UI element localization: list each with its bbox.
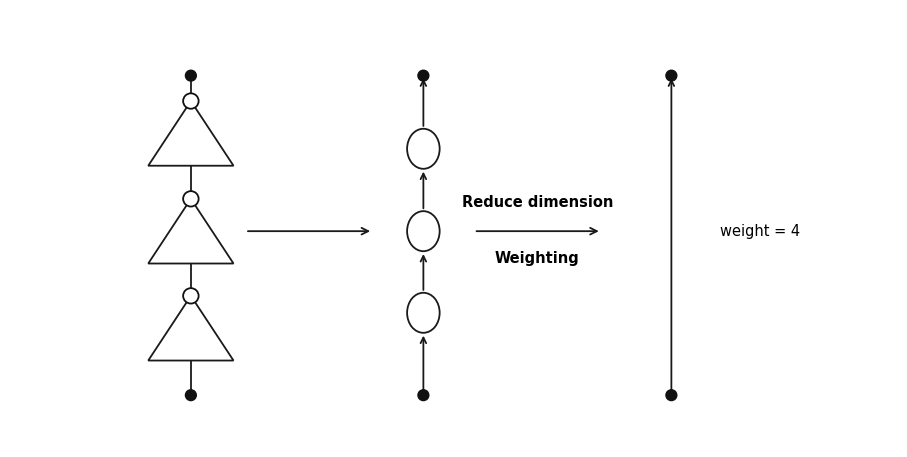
Text: weight = 4: weight = 4 bbox=[720, 223, 801, 239]
Ellipse shape bbox=[407, 129, 440, 169]
Ellipse shape bbox=[407, 293, 440, 333]
Circle shape bbox=[666, 390, 677, 401]
Ellipse shape bbox=[407, 211, 440, 251]
Circle shape bbox=[183, 288, 199, 303]
Circle shape bbox=[183, 93, 199, 109]
Polygon shape bbox=[148, 296, 233, 361]
Polygon shape bbox=[148, 101, 233, 166]
Circle shape bbox=[185, 70, 196, 81]
Polygon shape bbox=[148, 199, 233, 264]
Circle shape bbox=[418, 70, 429, 81]
Text: Weighting: Weighting bbox=[495, 251, 580, 266]
Circle shape bbox=[185, 390, 196, 401]
Circle shape bbox=[666, 70, 677, 81]
Text: Reduce dimension: Reduce dimension bbox=[462, 196, 613, 210]
Circle shape bbox=[418, 390, 429, 401]
Circle shape bbox=[183, 191, 199, 207]
